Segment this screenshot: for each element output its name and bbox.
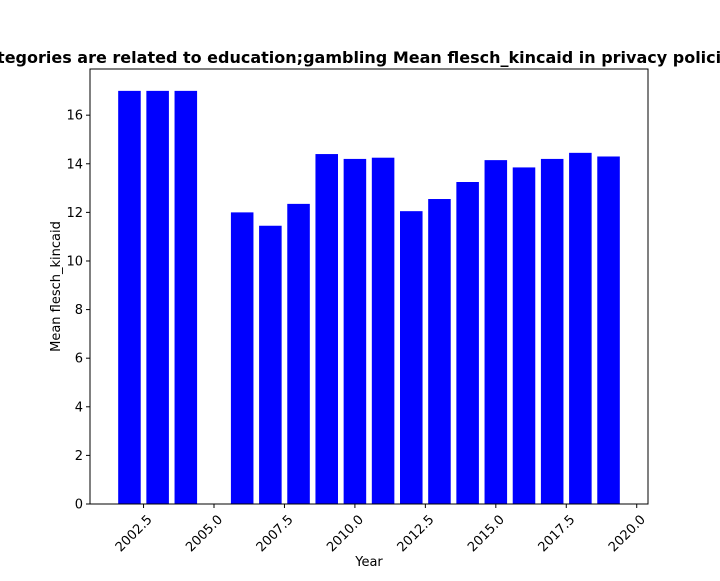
y-tick-label: 4 — [75, 400, 83, 415]
bar-2010 — [343, 158, 367, 504]
x-tick-label: 2017.5 — [536, 512, 579, 555]
y-tick-label: 2 — [75, 449, 83, 464]
bar-2019 — [597, 156, 620, 505]
bar-2004 — [174, 90, 198, 504]
y-tick-label: 8 — [75, 303, 83, 318]
plot-frame — [89, 68, 649, 505]
bar-2015 — [484, 160, 508, 504]
x-tick-label: 2005.0 — [183, 512, 226, 555]
bar-2007 — [259, 225, 282, 505]
bar-2006 — [230, 212, 254, 504]
bar-2011 — [371, 157, 395, 504]
y-tick-label: 6 — [75, 352, 83, 367]
bar-2009 — [315, 154, 338, 505]
y-axis-label: Mean flesch_kincaid — [49, 221, 64, 352]
bar-2014 — [456, 182, 479, 504]
x-tick-label: 2010.0 — [324, 512, 367, 555]
x-tick-label: 2002.5 — [113, 512, 156, 555]
y-tick-label: 12 — [66, 206, 83, 221]
chart-title: Categories are related to education;gamb… — [0, 48, 720, 67]
bars-layer — [118, 90, 620, 505]
bar-2012 — [400, 211, 423, 505]
x-tick-label: 2007.5 — [254, 512, 297, 555]
bar-2017 — [540, 158, 564, 504]
bar-2018 — [569, 152, 592, 505]
bar-2013 — [428, 199, 451, 504]
x-tick-label: 2012.5 — [395, 512, 438, 555]
bar-2003 — [146, 90, 169, 504]
bar-2016 — [512, 167, 536, 504]
x-axis-label: Year — [354, 555, 383, 570]
y-tick-label: 0 — [75, 498, 83, 513]
bar-2002 — [118, 90, 141, 504]
bar-2008 — [287, 203, 310, 504]
x-tick-label: 2020.0 — [606, 512, 649, 555]
x-tick-label: 2015.0 — [465, 512, 508, 555]
y-tick-label: 14 — [66, 157, 83, 172]
y-tick-label: 10 — [66, 254, 83, 269]
y-tick-label: 16 — [66, 109, 83, 124]
